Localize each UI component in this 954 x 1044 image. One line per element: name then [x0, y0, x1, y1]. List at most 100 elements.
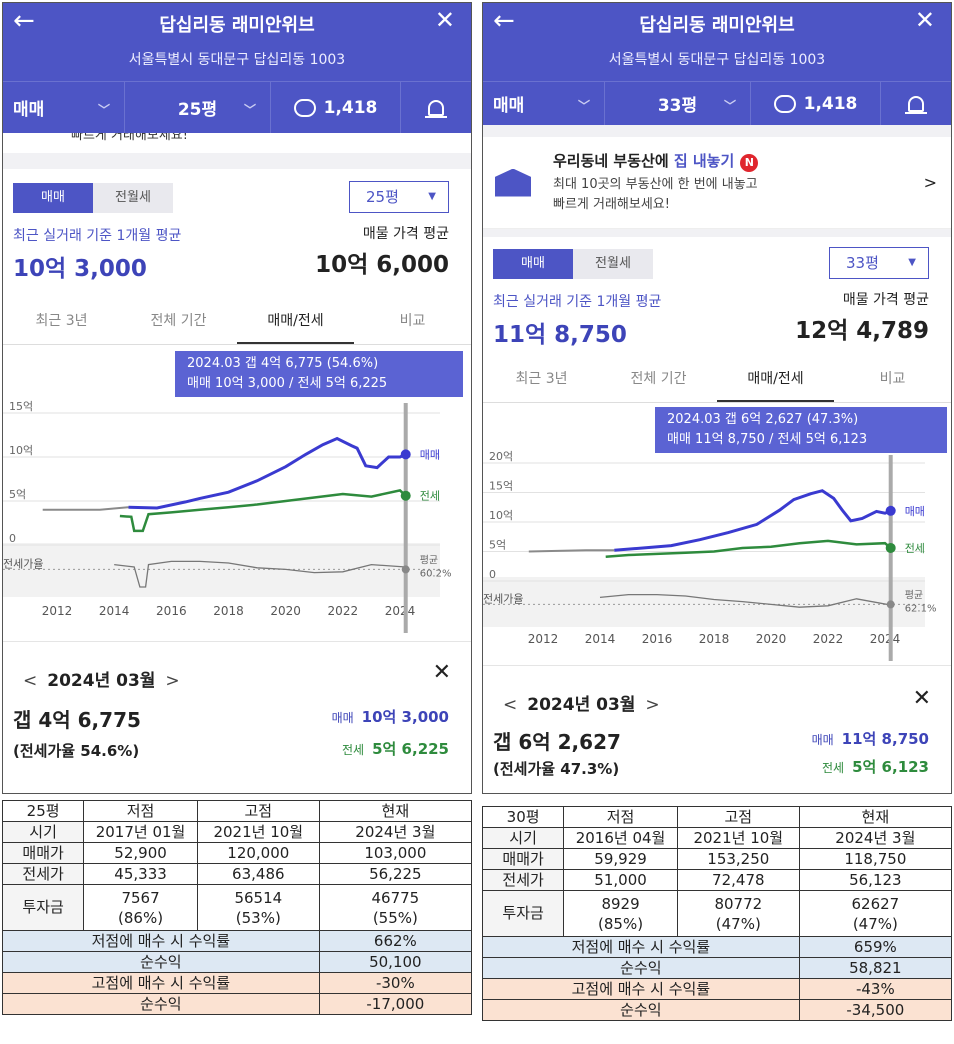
prev-month-icon[interactable]: < [503, 695, 518, 715]
tooltip-line-1: 2024.03 갭 4억 6,775 (54.6%) [187, 356, 379, 371]
trade-series-label: 매매 [905, 505, 925, 518]
row-label-cell: 투자금 [481, 890, 565, 937]
notification-button[interactable] [881, 82, 951, 125]
gap-amount: 갭 4억 6,775 [13, 708, 141, 732]
size-label: 33평 [657, 96, 698, 116]
chevron-down-icon: ﹀ [97, 103, 110, 117]
jeonse-ratio-line [114, 560, 406, 588]
table-cell: 63,486 [196, 863, 320, 885]
next-month-icon[interactable]: > [165, 671, 180, 691]
recent-price: 11억 8,750 [493, 322, 627, 348]
tab-all-period[interactable]: 전체 기간 [150, 313, 207, 329]
table-header-cell: 고점 [196, 800, 320, 822]
jeonse-price-line [119, 489, 407, 533]
jeonse-point [400, 490, 411, 501]
price-chart-svg: 15억 10억 5억 0 2012 2014 2016 2018 2020 2022 2024 매매전… [3, 400, 451, 633]
address: 서울특별시 동대문구 답십리동 1003 [128, 52, 346, 68]
deal-toggle[interactable]: 매매 전월세 [13, 183, 173, 213]
tab-compare[interactable]: 비교 [879, 371, 906, 387]
trade-type-label: 매매 [493, 96, 525, 116]
price-chart[interactable]: 15억 10억 5억 0 2012 2014 2016 2018 2020 2022 2024 매매 전… [3, 345, 471, 641]
close-detail-icon[interactable]: ✕ [912, 686, 931, 711]
row-label-cell: 전세가 [481, 869, 565, 891]
asking-price: 10억 6,000 [315, 252, 449, 278]
summary-row: 순수익 -34,500 [482, 999, 953, 1021]
caret-down-icon: ▼ [908, 257, 916, 268]
jeonse-ratio: (전세가율 54.6%) [13, 742, 140, 760]
toggle-rent[interactable]: 전월세 [115, 190, 151, 205]
size-label: 25평 [177, 100, 218, 120]
x-tick-label: 2012 [42, 604, 73, 618]
banner-partial[interactable]: 빠르게 거래해보세요! [71, 133, 188, 143]
notification-button[interactable] [401, 82, 471, 133]
invest-cell: 7567 (86%) [83, 884, 198, 931]
summary-label-cell: 순수익 [482, 999, 800, 1021]
jeonse-price-line [605, 539, 892, 559]
invest-cell: 46775 (55%) [318, 884, 473, 931]
prev-month-icon[interactable]: < [23, 671, 38, 691]
tab-recent-3y[interactable]: 최근 3년 [515, 371, 568, 387]
table-header-cell: 고점 [676, 806, 800, 828]
back-arrow-icon[interactable]: ← [13, 6, 35, 36]
trade-type-dropdown[interactable]: 매매 ﹀ [483, 82, 605, 125]
month-label: 2024년 03월 [527, 695, 636, 715]
ratio-band [3, 543, 440, 597]
comments-button[interactable]: 1,418 [751, 82, 881, 125]
banner-title: 우리동네 부동산에 집 내놓기 N [553, 150, 759, 172]
toggle-trade[interactable]: 매매 [493, 249, 573, 279]
trade-type-dropdown[interactable]: 매매 ﹀ [3, 82, 125, 133]
tab-all-period[interactable]: 전체 기간 [630, 371, 687, 387]
close-icon[interactable]: ✕ [434, 6, 455, 34]
summary-value-cell: -43% [798, 978, 953, 1000]
summary-value-cell: -30% [318, 972, 473, 994]
chart-tabs: 최근 3년 전체 기간 매매/전세 비교 [483, 359, 951, 403]
row-label-cell: 투자금 [1, 884, 85, 931]
speech-bubble-icon [293, 98, 316, 117]
comment-count: 1,418 [803, 93, 858, 114]
y-tick-label: 20억 [489, 450, 513, 463]
size-select[interactable]: 25평 ▼ [349, 181, 449, 213]
close-detail-icon[interactable]: ✕ [432, 660, 451, 685]
header: ← 답십리동 래미안위브 ✕ 서울특별시 동대문구 답십리동 1003 매매 ﹀ … [3, 3, 471, 133]
back-arrow-icon[interactable]: ← [493, 6, 515, 36]
summary-value-cell: 662% [318, 930, 473, 952]
size-dropdown[interactable]: 25평 ﹀ [125, 82, 271, 133]
bell-icon [905, 95, 927, 114]
divider [483, 229, 951, 237]
table-header-cell: 저점 [83, 800, 198, 822]
close-icon[interactable]: ✕ [914, 6, 935, 34]
tab-recent-3y[interactable]: 최근 3년 [35, 313, 88, 329]
summary-row: 순수익 -17,000 [2, 993, 473, 1015]
size-dropdown[interactable]: 33평 ﹀ [605, 82, 751, 125]
ratio-band [483, 577, 925, 627]
asking-price-caption: 매물 가격 평균 [362, 226, 449, 242]
average-label: 평균 [420, 554, 438, 566]
size-select[interactable]: 33평 ▼ [829, 247, 929, 279]
table-header-row: 30평 저점 고점 현재 [481, 806, 953, 828]
listing-banner[interactable]: 우리동네 부동산에 집 내놓기 N 최대 10곳의 부동산에 한 번에 내놓고 빠… [483, 137, 951, 229]
deal-toggle[interactable]: 매매 전월세 [493, 249, 653, 279]
early-price-line [42, 506, 129, 511]
next-month-icon[interactable]: > [645, 695, 660, 715]
toggle-trade[interactable]: 매매 [13, 183, 93, 213]
comments-button[interactable]: 1,418 [271, 82, 401, 133]
price-chart[interactable]: 20억 15억 10억 5억 0 2012 2014 2016 2018 2020 2022 2024… [483, 403, 951, 665]
row-label-cell: 시기 [1, 821, 85, 843]
y-tick-label: 10억 [9, 444, 33, 457]
tab-trade-jeonse[interactable]: 매매/전세 [237, 301, 354, 344]
summary-table-25: 25평 저점 고점 현재 시기 2017년 01월 2021년 10월 2024년 3월 매매가… [1, 800, 473, 1015]
jeonse-price-line: 전세 5억 6,225 [342, 738, 449, 759]
trade-type-label: 매매 [13, 100, 45, 120]
jeonse-label: 전세 [822, 761, 845, 775]
jeonse-value: 5억 6,225 [372, 740, 449, 758]
toggle-rent[interactable]: 전월세 [595, 256, 631, 271]
average-value: 62.1% [905, 603, 937, 614]
jeonse-label: 전세 [342, 743, 365, 757]
tab-compare[interactable]: 비교 [399, 313, 426, 329]
table-cell: 120,000 [196, 842, 320, 864]
table-header-cell: 25평 [1, 800, 85, 822]
trade-series-label: 매매 [420, 448, 440, 461]
trade-label: 매매 [811, 733, 834, 747]
tab-trade-jeonse[interactable]: 매매/전세 [717, 359, 834, 402]
size-select-label: 33평 [846, 254, 879, 272]
